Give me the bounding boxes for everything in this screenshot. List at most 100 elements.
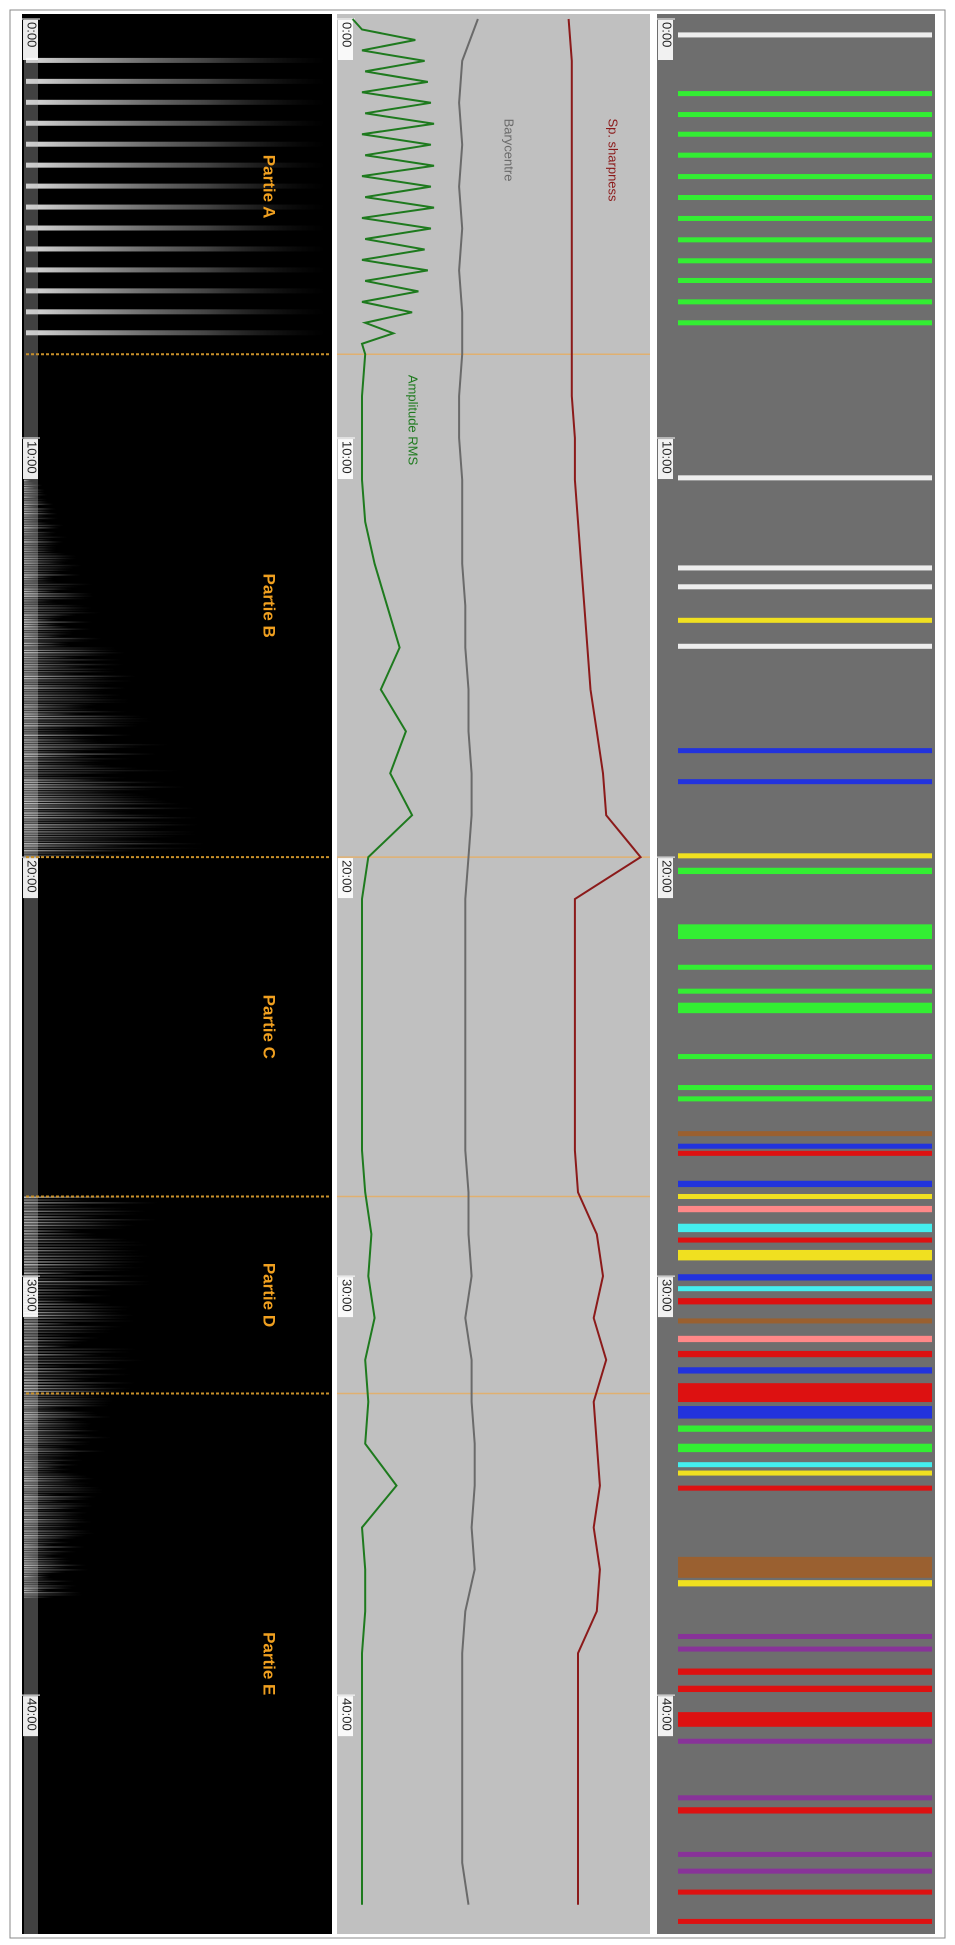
spectral-line: [24, 1382, 136, 1384]
segment-stripe: [678, 1150, 932, 1156]
spectral-line: [24, 677, 114, 680]
spectral-line: [24, 1252, 143, 1255]
spectral-line: [24, 1439, 78, 1441]
tick-label-bg: [338, 858, 353, 899]
tick-label: 0:00: [25, 22, 40, 47]
spectral-line: [24, 675, 137, 678]
segment-stripe: [678, 1646, 932, 1652]
spectral-line: [24, 1571, 66, 1573]
spectral-line: [24, 1559, 72, 1562]
spectral-line: [24, 614, 77, 616]
spectral-line: [24, 1512, 89, 1514]
spectral-line: [24, 1317, 130, 1319]
spectral-line: [24, 576, 55, 579]
spectral-line: [24, 621, 93, 623]
spectral-line: [24, 550, 57, 553]
spectral-line: [24, 1210, 147, 1213]
segment-stripe: [678, 1223, 932, 1233]
spectral-line: [24, 819, 120, 821]
section-label: Partie C: [260, 995, 279, 1059]
spectral-line: [24, 630, 76, 633]
spectral-line: [24, 1207, 132, 1210]
segment-stripe: [678, 32, 932, 38]
spectral-line: [24, 762, 102, 765]
spectral-line: [24, 850, 139, 852]
tick-label-bg: [23, 439, 38, 480]
spectral-line: [24, 1345, 75, 1348]
spectral-line: [24, 1480, 82, 1482]
spectral-line: [24, 687, 127, 689]
spectral-line: [24, 1238, 129, 1241]
spectral-line: [24, 1413, 99, 1416]
spectral-line: [24, 489, 45, 491]
spectral-line: [24, 1376, 107, 1379]
segment-stripe: [678, 1131, 932, 1137]
segment-stripe: [678, 475, 932, 481]
spectral-line: [24, 626, 71, 628]
curve-label: Barycentre: [502, 119, 517, 182]
spectral-line: [24, 529, 43, 531]
spectral-line: [24, 1557, 69, 1560]
segment-stripe: [678, 1406, 932, 1419]
spectral-line: [24, 1269, 135, 1272]
tick-label: 40:00: [25, 1698, 40, 1731]
spectral-line: [24, 1573, 53, 1576]
spectral-line: [24, 619, 59, 621]
spectral-line: [24, 1348, 139, 1350]
spectral-line: [24, 736, 98, 739]
spectral-line: [24, 774, 89, 777]
spectral-line: [24, 753, 158, 755]
spectral-line: [24, 791, 127, 793]
tick-label-bg: [338, 1696, 353, 1737]
spectral-line: [24, 1199, 95, 1201]
spectral-line: [24, 1537, 78, 1539]
tick-label: 10:00: [25, 441, 40, 474]
spectral-line: [24, 1562, 69, 1564]
spectral-line: [24, 689, 107, 692]
spectral-line: [24, 1278, 83, 1280]
segment-stripe: [678, 1485, 932, 1491]
segment-stripe: [678, 988, 932, 994]
spectral-line: [24, 708, 99, 711]
spectral-line: [24, 1582, 60, 1585]
spectral-line: [24, 1400, 114, 1402]
spectral-line: [24, 498, 48, 501]
section-label: Partie D: [260, 1263, 279, 1327]
spectral-line: [24, 1289, 114, 1291]
segment-stripe: [678, 643, 932, 649]
tick-label: 10:00: [660, 441, 675, 474]
spectral-line: [24, 1457, 68, 1459]
spectral-line: [24, 786, 187, 788]
spectral-line: [24, 503, 54, 506]
tick-label-bg: [338, 1277, 353, 1318]
spectral-line: [24, 543, 60, 546]
spectral-line: [24, 1555, 55, 1557]
spectral-line: [24, 1418, 74, 1421]
spectral-line: [24, 826, 169, 828]
segment-stripe: [678, 1002, 932, 1014]
spectral-line: [24, 833, 199, 836]
tick-label: 0:00: [340, 22, 355, 47]
spectral-line: [24, 1473, 80, 1475]
tick-label-bg: [23, 20, 38, 60]
spectral-line: [24, 534, 54, 536]
segment-stripe: [678, 277, 932, 283]
segment-stripe: [678, 237, 932, 243]
spectral-line: [24, 1264, 136, 1266]
spectral-line: [24, 1516, 86, 1519]
spectral-line: [24, 607, 93, 609]
spectral-line: [24, 1459, 84, 1462]
tick-label: 20:00: [660, 860, 675, 893]
segment-stripe: [678, 1580, 932, 1587]
spectral-line: [24, 743, 170, 746]
segment-stripe: [678, 584, 932, 590]
spectral-line: [24, 1546, 85, 1548]
spectral-line: [24, 1464, 80, 1466]
segment-stripe: [678, 1918, 932, 1924]
spectral-line: [24, 510, 52, 513]
spectral-line: [24, 1398, 116, 1400]
spectral-line: [24, 505, 40, 508]
spectral-line: [24, 1356, 133, 1359]
spectral-line: [24, 840, 169, 843]
